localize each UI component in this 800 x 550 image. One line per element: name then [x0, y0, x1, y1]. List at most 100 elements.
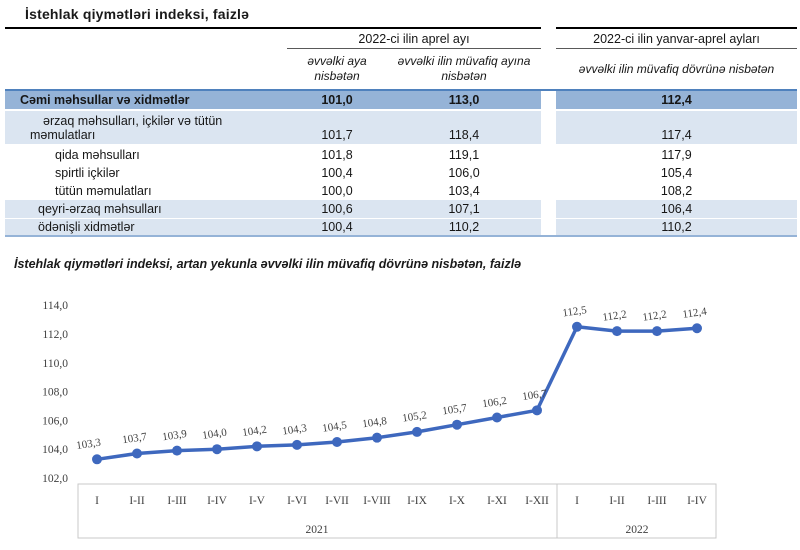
row-value: 101,7	[287, 111, 387, 146]
column-gap	[541, 164, 557, 182]
row-value: 100,6	[287, 200, 387, 219]
row-value: 106,4	[556, 200, 798, 219]
row-value: 100,0	[287, 182, 387, 200]
y-axis-tick-label: 114,0	[43, 300, 69, 312]
x-axis-tick-label: I-II	[129, 495, 144, 507]
table-row-services: ödənişli xidmətlər 100,4 110,2 110,2	[5, 219, 798, 235]
row-label: ərzaq məhsulları, içkilər və tütün məmul…	[5, 111, 287, 146]
row-value: 107,1	[387, 200, 542, 219]
group-header-april: 2022-ci ilin aprel ayı	[287, 27, 542, 49]
table-row-food-group: ərzaq məhsulları, içkilər və tütün məmul…	[5, 111, 798, 146]
row-value: 105,4	[556, 164, 798, 182]
data-point-label: 103,3	[75, 437, 102, 452]
x-axis-tick-label: I-VIII	[363, 495, 391, 507]
cpi-series-line	[95, 325, 699, 462]
row-label: Cəmi məhsullar və xidmətlər	[5, 89, 287, 111]
x-axis-tick-label: I	[575, 495, 579, 507]
x-axis-tick-label: I-IX	[407, 495, 427, 507]
data-point-label: 105,2	[401, 409, 427, 424]
table-row-tobacco: tütün məmulatları 100,0 103,4 108,2	[5, 182, 798, 200]
sub-header-prev-year-month: əvvəlki ilin müvafiq ayına nisbətən	[397, 54, 531, 83]
data-point-marker	[412, 426, 422, 437]
data-point-marker	[532, 405, 542, 416]
data-point-marker	[332, 437, 342, 447]
table-row-total: Cəmi məhsullar və xidmətlər 101,0 113,0 …	[5, 89, 798, 111]
data-point-label: 104,0	[201, 426, 228, 441]
column-gap	[541, 200, 557, 219]
data-point-marker	[612, 326, 622, 337]
sub-header-prev-month: əvvəlki aya nisbətən	[307, 54, 367, 83]
data-point-label: 104,8	[361, 415, 388, 430]
row-label: qida məhsulları	[5, 146, 287, 164]
row-label: ödənişli xidmətlər	[5, 219, 287, 235]
data-point-marker	[172, 445, 182, 456]
row-value: 118,4	[387, 111, 542, 146]
data-point-marker	[212, 444, 222, 455]
x-axis-tick-label: I-X	[449, 495, 466, 507]
data-point-marker	[452, 419, 462, 430]
x-axis-tick-label: I	[95, 495, 99, 507]
x-axis-tick-label: I-VI	[287, 495, 307, 507]
column-gap	[541, 146, 557, 164]
data-point-label: 105,7	[441, 402, 468, 417]
table-row-nonfood: qeyri-ərzaq məhsulları 100,6 107,1 106,4	[5, 200, 798, 219]
column-gap	[541, 49, 556, 89]
data-point-label: 104,5	[321, 419, 348, 434]
row-value: 110,2	[387, 219, 542, 235]
sub-header-prev-year-period: əvvəlki ilin müvafiq dövrünə nisbətən	[578, 61, 775, 76]
row-value: 100,4	[287, 164, 387, 182]
row-value: 112,4	[556, 89, 798, 111]
row-value: 101,0	[287, 89, 387, 111]
y-axis-tick-label: 104,0	[42, 444, 68, 456]
row-value: 110,2	[556, 219, 798, 235]
row-value: 106,0	[387, 164, 542, 182]
x-axis-tick-label: I-VII	[325, 495, 349, 507]
cpi-table: 2022-ci ilin aprel ayı 2022-ci ilin yanv…	[5, 27, 798, 237]
y-axis-tick-label: 112,0	[43, 329, 69, 341]
y-axis-tick-label: 106,0	[42, 415, 68, 427]
data-point-marker	[652, 326, 662, 337]
column-gap	[541, 111, 557, 146]
table-group-header-row: 2022-ci ilin aprel ayı 2022-ci ilin yanv…	[5, 27, 798, 49]
x-axis-tick-label: I-XI	[487, 495, 507, 507]
page-title: İstehlak qiymətləri indeksi, faizlə	[25, 6, 250, 22]
group-header-spacer	[5, 27, 287, 49]
data-point-label: 103,9	[161, 428, 188, 443]
data-point-label: 104,2	[241, 424, 267, 439]
row-value: 103,4	[387, 182, 542, 200]
sub-header-spacer	[5, 49, 287, 89]
year-label: 2022	[626, 524, 649, 536]
x-axis-box	[77, 483, 717, 539]
x-axis-tick-label: I-III	[167, 495, 186, 507]
x-axis-tick-label: I-II	[609, 495, 624, 507]
x-axis-tick-label: I-XII	[525, 495, 549, 507]
row-value: 119,1	[387, 146, 542, 164]
ipc-line-chart-svg: 2021 2022 114,0 112,0 110,0 108,0 106,0 104,0 10…	[42, 300, 717, 539]
data-point-label: 112,2	[602, 309, 628, 324]
column-gap	[541, 89, 557, 111]
table-row-alcohol: spirtli içkilər 100,4 106,0 105,4	[5, 164, 798, 182]
data-point-label: 112,4	[682, 306, 708, 321]
data-point-label: 106,2	[481, 395, 507, 410]
x-axis-tick-label: I-IV	[687, 495, 707, 507]
data-point-marker	[572, 321, 582, 332]
x-axis-tick-label: I-III	[647, 495, 666, 507]
row-value: 113,0	[387, 89, 542, 111]
ipc-line-chart: 2021 2022 114,0 112,0 110,0 108,0 106,0 104,0 10…	[0, 280, 800, 550]
data-point-marker	[252, 441, 262, 452]
row-label-text: ərzaq məhsulları, içkilər və tütün məmul…	[30, 114, 223, 142]
data-point-marker	[492, 412, 502, 423]
row-value: 108,2	[556, 182, 798, 200]
data-point-marker	[692, 323, 702, 334]
data-point-label: 103,7	[121, 431, 148, 446]
column-gap	[541, 219, 557, 235]
column-gap	[541, 182, 557, 200]
chart-title: İstehlak qiymətləri indeksi, artan yekun…	[14, 257, 522, 271]
data-point-label: 106,7	[521, 388, 548, 403]
group-header-jan-apr: 2022-ci ilin yanvar-aprel ayları	[556, 27, 798, 49]
x-axis-tick-label: I-IV	[207, 495, 227, 507]
row-value: 117,9	[556, 146, 798, 164]
data-point-marker	[372, 432, 382, 443]
y-axis-tick-label: 110,0	[43, 358, 69, 370]
data-point-label: 112,5	[562, 304, 588, 319]
